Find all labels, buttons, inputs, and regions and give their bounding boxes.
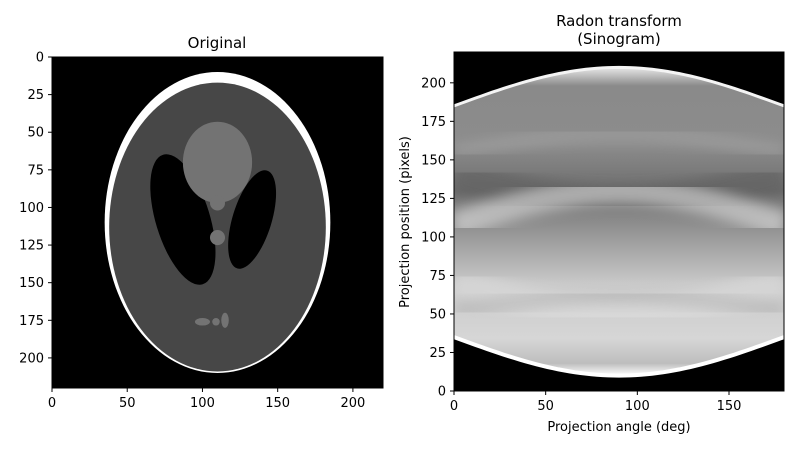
sinogram-x-axis-label: Projection angle (deg) <box>547 420 690 435</box>
sinogram-x-tick-label: 150 <box>717 399 742 414</box>
sinogram-title-line-1: Radon transform <box>556 12 682 30</box>
phantom-image <box>104 72 331 373</box>
original-axes-frame <box>51 56 384 389</box>
sinogram-y-tick-label: 100 <box>421 230 446 245</box>
original-x-tick-label: 150 <box>265 396 290 411</box>
phantom-dot-1 <box>209 195 226 211</box>
original-panel: Original 0 50 100 150 200 0 25 50 75 100 125 150 17… <box>19 34 384 411</box>
phantom-small-3 <box>221 312 229 328</box>
phantom-left-ventricle <box>150 154 216 285</box>
sinogram-x-tick-label: 50 <box>537 399 554 414</box>
original-y-tick-label: 75 <box>27 163 44 178</box>
sinogram-y-tick-label: 75 <box>429 269 446 284</box>
sinogram-y-tick-label: 150 <box>421 153 446 168</box>
sinogram-band-2 <box>454 177 784 237</box>
sinogram-axes-frame <box>453 51 785 392</box>
sinogram-y-tick-label: 0 <box>438 385 446 400</box>
phantom-upper-region <box>182 121 253 203</box>
sinogram-y-axis-label: Projection position (pixels) <box>398 136 413 308</box>
phantom-right-ventricle <box>228 170 277 269</box>
sinogram-y-tick-label: 50 <box>429 307 446 322</box>
original-y-tick-label: 25 <box>27 88 44 103</box>
sinogram-y-tick-label: 175 <box>421 115 446 130</box>
sinogram-y-tick-label: 125 <box>421 192 446 207</box>
sinogram-x-tick-label: 0 <box>450 399 458 414</box>
sinogram-image <box>454 65 784 378</box>
phantom-small-1 <box>194 318 210 326</box>
original-x-tick-label: 0 <box>48 396 56 411</box>
sinogram-x-tick-label: 100 <box>625 399 650 414</box>
sinogram-band-5 <box>454 286 784 320</box>
original-y-tick-label: 125 <box>19 239 44 254</box>
original-y-tick-label: 150 <box>19 276 44 291</box>
original-title: Original <box>188 34 247 52</box>
original-x-tick-label: 200 <box>340 396 365 411</box>
original-x-tick-label: 50 <box>119 396 136 411</box>
sinogram-y-tick-label: 200 <box>421 76 446 91</box>
phantom-dot-2 <box>209 230 226 246</box>
sinogram-y-ticks: 0 25 50 75 100 125 150 175 200 <box>421 76 454 400</box>
original-x-ticks: 0 50 100 150 200 <box>48 388 365 411</box>
original-y-tick-label: 175 <box>19 314 44 329</box>
sinogram-y-tick-label: 25 <box>429 346 446 361</box>
original-y-tick-label: 100 <box>19 201 44 216</box>
sinogram-upper-edge <box>454 65 784 108</box>
sinogram-x-ticks: 0 50 100 150 <box>450 391 742 414</box>
original-y-ticks: 0 25 50 75 100 125 150 175 200 <box>19 51 52 366</box>
sinogram-band-4 <box>454 126 784 160</box>
phantom-small-2 <box>212 318 220 326</box>
original-y-tick-label: 200 <box>19 351 44 366</box>
sinogram-panel: Radon transform (Sinogram) 0 50 100 150 0 25… <box>398 12 785 435</box>
sinogram-title-line-2: (Sinogram) <box>577 30 661 48</box>
sinogram-bands <box>454 126 784 330</box>
sinogram-lower-edge <box>454 335 784 378</box>
original-y-tick-label: 50 <box>27 126 44 141</box>
original-x-tick-label: 100 <box>190 396 215 411</box>
original-y-tick-label: 0 <box>36 51 44 66</box>
